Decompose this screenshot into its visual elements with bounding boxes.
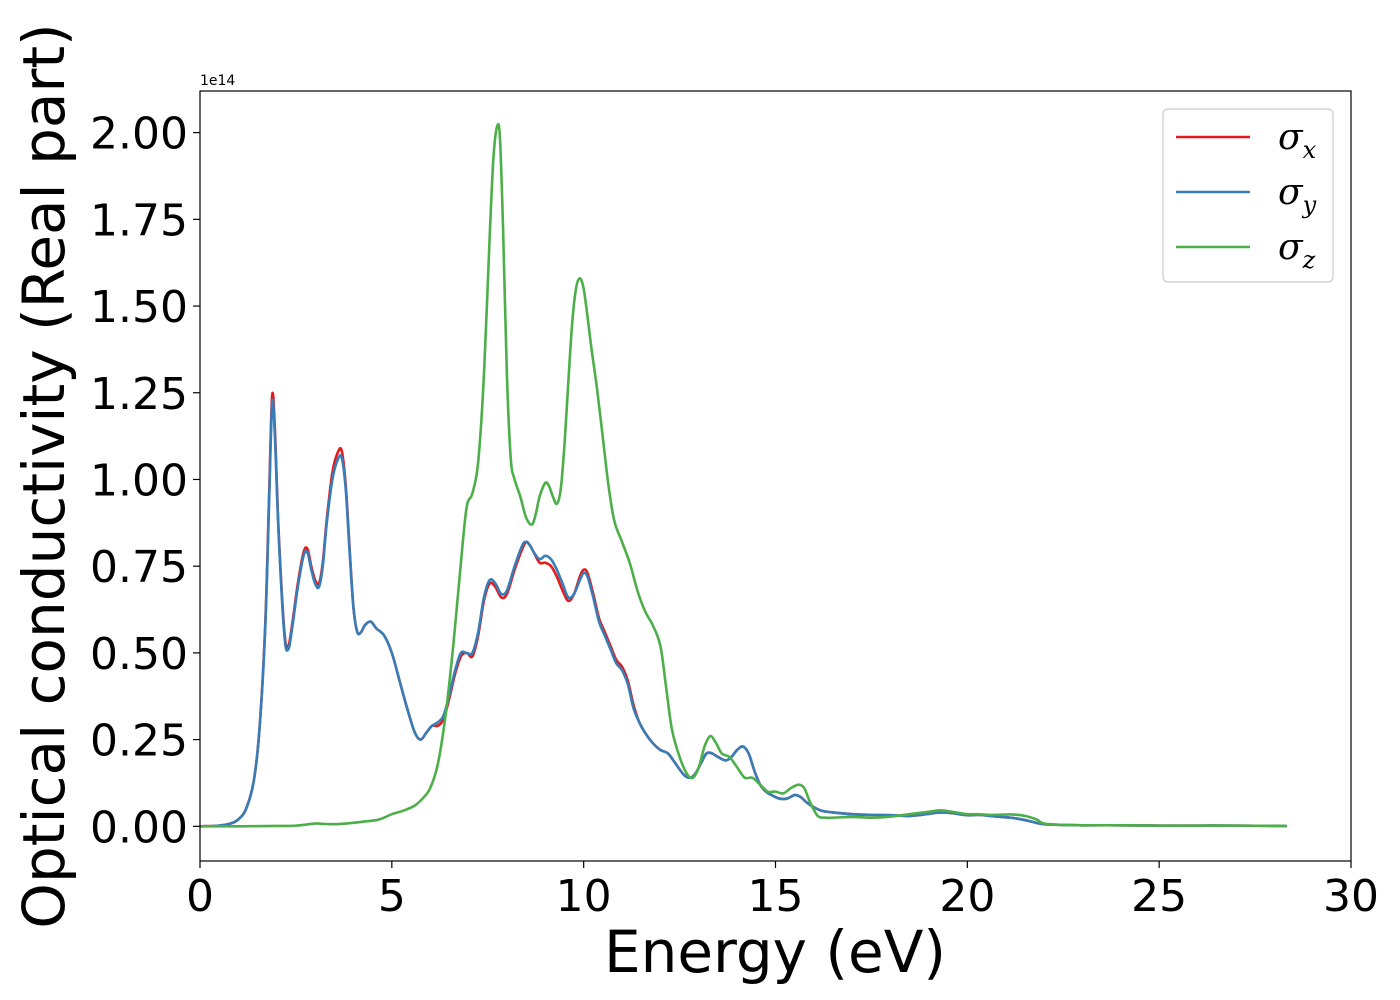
y-tick-label: 0.00 xyxy=(90,802,188,853)
y-tick-label: 2.00 xyxy=(90,109,188,160)
x-tick-label: 15 xyxy=(748,871,804,922)
legend-label-sigma-z: σz xyxy=(1278,227,1316,274)
y-tick-label: 1.50 xyxy=(90,282,188,333)
x-tick-label: 30 xyxy=(1323,871,1379,922)
y-axis-label: Optical conductivity (Real part) xyxy=(10,23,78,928)
x-tick-label: 10 xyxy=(556,871,612,922)
y-tick-label: 1.00 xyxy=(90,455,188,506)
series-layer xyxy=(200,122,1288,828)
y-offset-label: 1e14 xyxy=(200,73,235,89)
y-tick-label: 0.75 xyxy=(90,542,188,593)
y-tick-label: 0.25 xyxy=(90,716,188,767)
legend-subscript: x xyxy=(1303,136,1317,164)
x-axis: 0 5 10 15 20 25 30 xyxy=(186,861,1379,922)
x-tick-label: 25 xyxy=(1131,871,1187,922)
legend-symbol: σ xyxy=(1278,172,1304,213)
legend-symbol: σ xyxy=(1278,227,1304,268)
legend-subscript: y xyxy=(1302,191,1317,219)
series-line-sigma-y xyxy=(200,398,1288,828)
series-line-sigma-z xyxy=(200,122,1288,828)
y-tick-label: 1.75 xyxy=(90,195,188,246)
legend-label-sigma-y: σy xyxy=(1278,172,1317,219)
y-tick-label: 0.50 xyxy=(90,629,188,680)
y-axis: 0.00 0.25 0.50 0.75 1.00 1.25 1.50 1.75 2.00 xyxy=(90,109,200,853)
legend-box xyxy=(1162,108,1334,283)
x-axis-label: Energy (eV) xyxy=(604,918,946,986)
x-tick-label: 20 xyxy=(939,871,995,922)
y-tick-label: 1.25 xyxy=(90,369,188,420)
legend-symbol: σ xyxy=(1278,117,1304,158)
legend-subscript: z xyxy=(1302,246,1316,274)
legend-label-sigma-x: σx xyxy=(1278,117,1317,164)
x-tick-label: 0 xyxy=(186,871,214,922)
x-tick-label: 5 xyxy=(378,871,406,922)
